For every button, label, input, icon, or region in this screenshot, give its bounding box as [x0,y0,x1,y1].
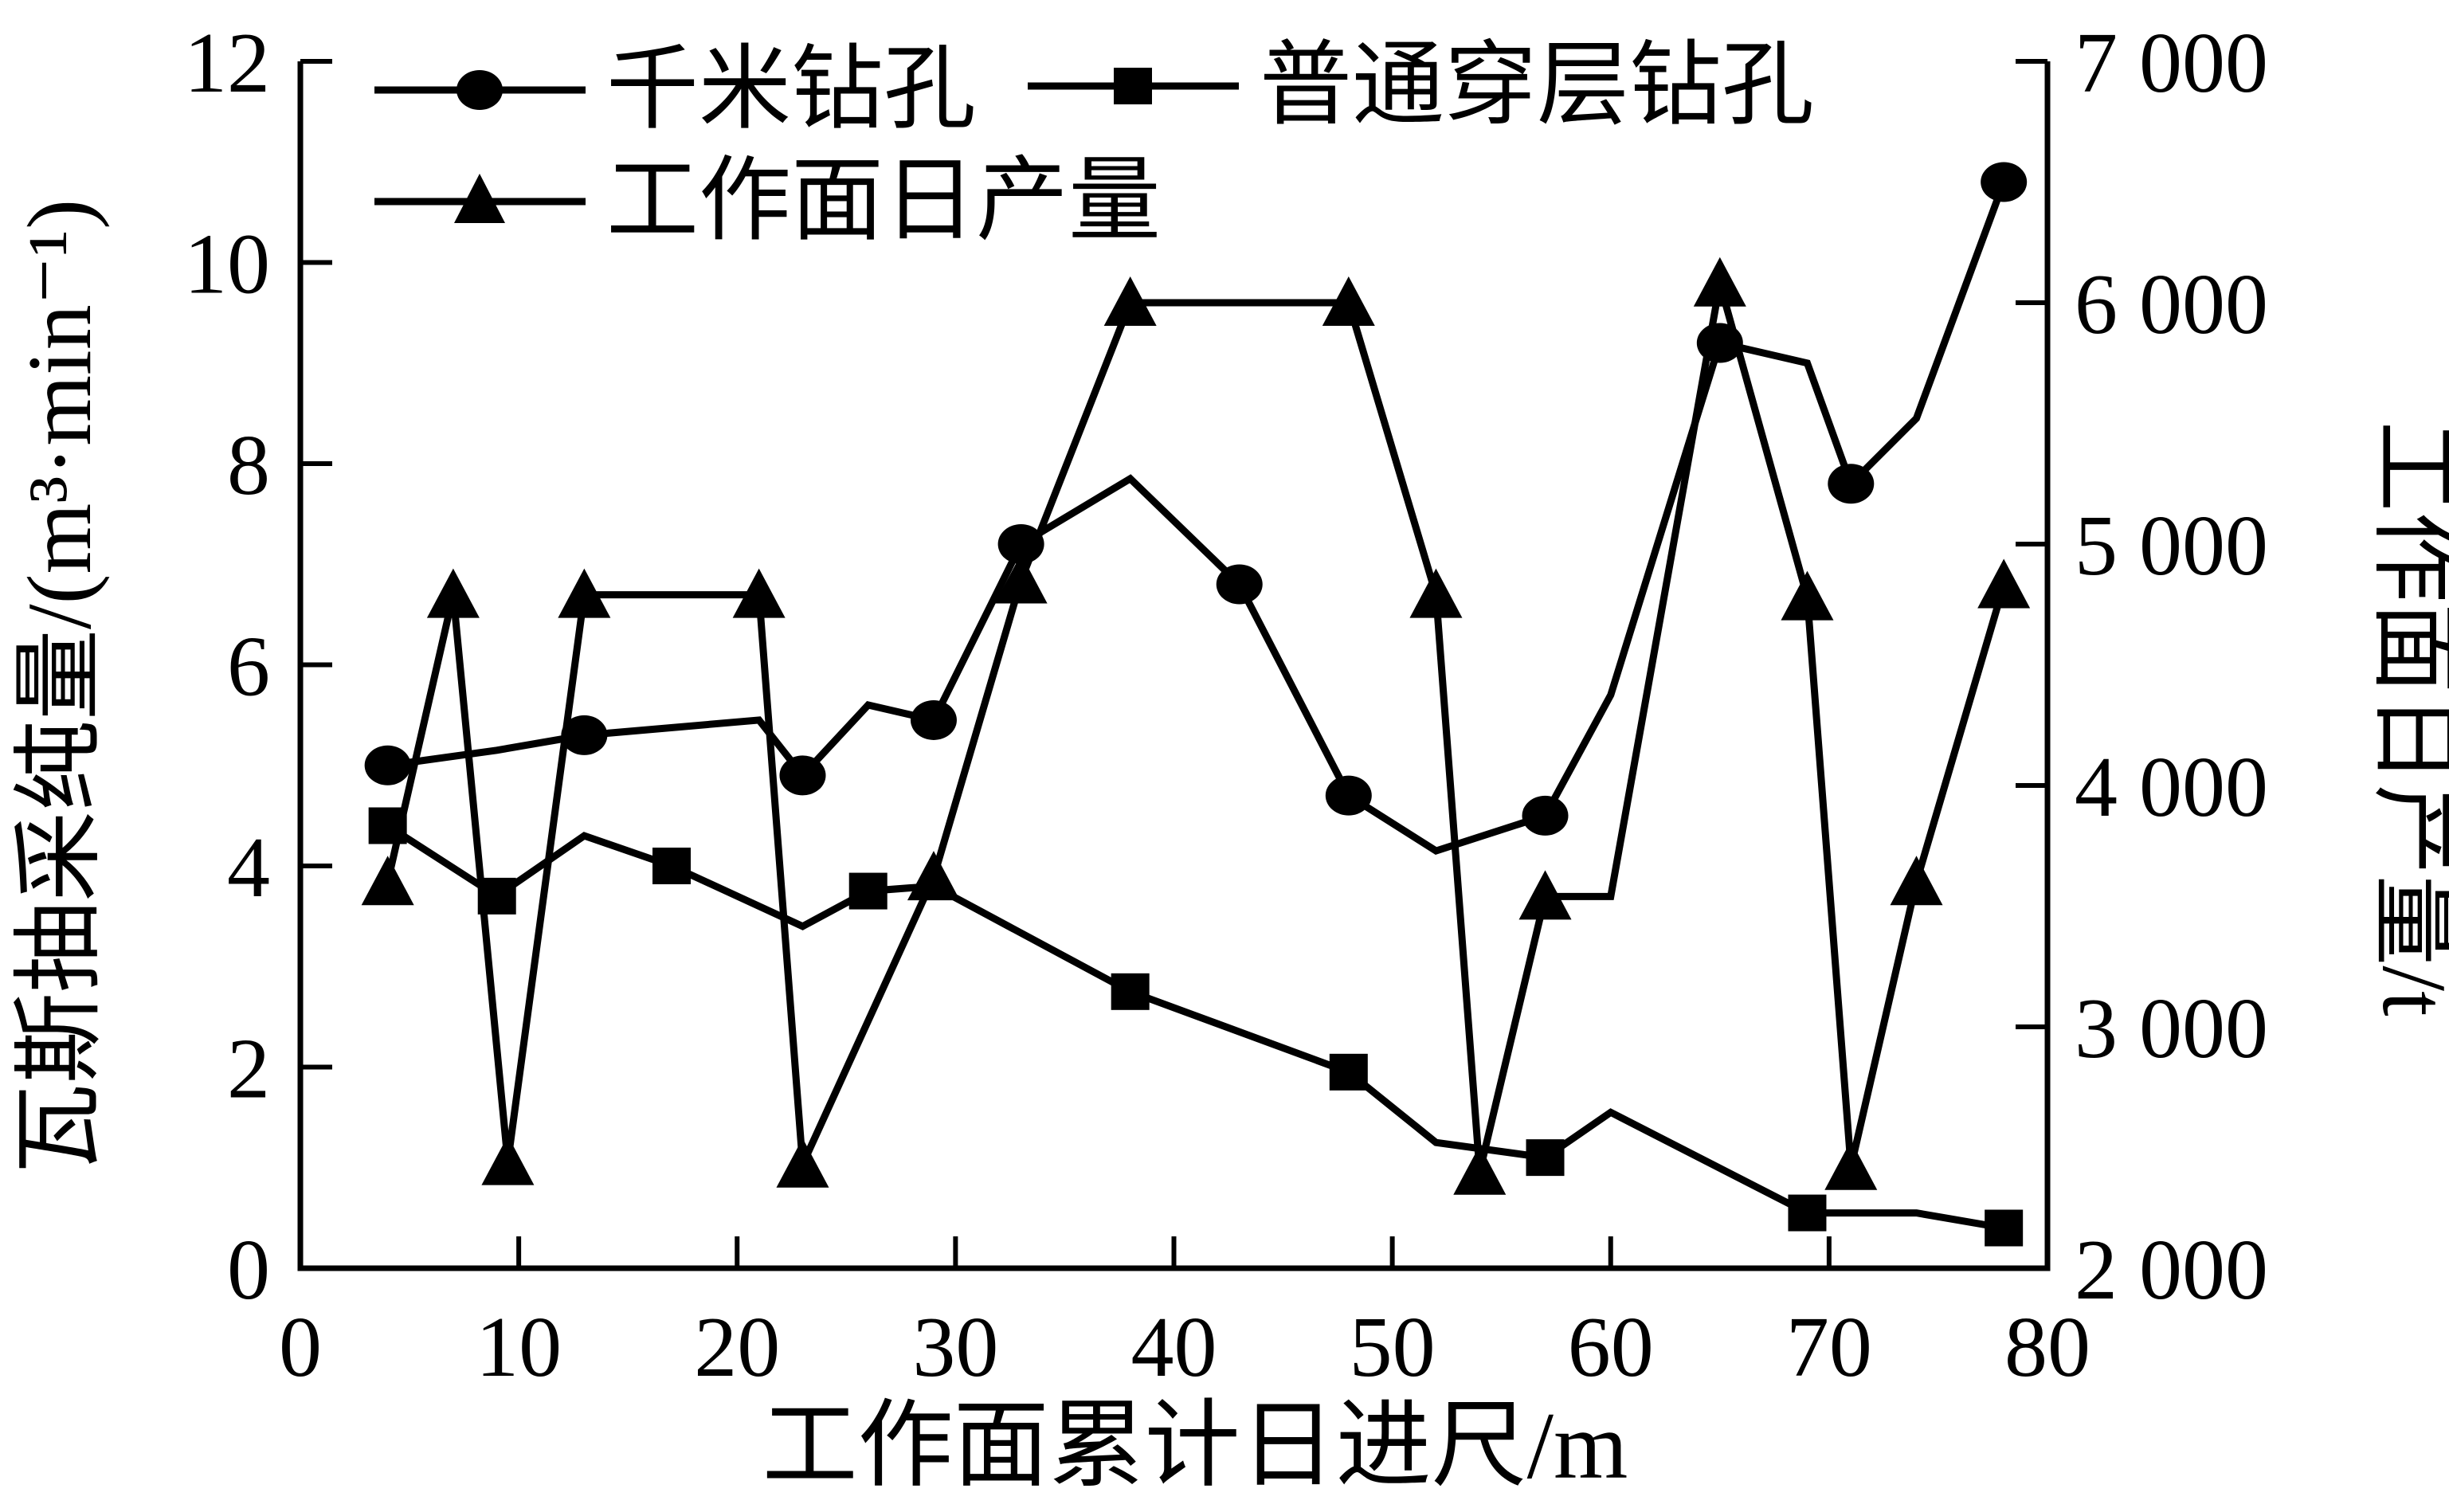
y-axis-left-tick-label: 6 [227,620,270,715]
data-point-triangle [776,1138,829,1188]
legend-label: 工作面日产量 [606,151,1161,253]
series-line-2 [384,282,2008,1173]
x-axis-tick-label: 20 [694,1300,780,1395]
y-axis-right-tick-label: 5 000 [2075,499,2268,593]
y-axis-right-tick-label: 4 000 [2075,740,2268,835]
data-point-square [652,848,692,884]
y-axis-right-tick-label: 7 000 [2075,16,2268,111]
data-point-triangle [1890,856,1943,906]
series-line-1 [386,822,2004,1232]
data-point-circle [779,755,826,796]
data-point-circle [1522,795,1569,836]
data-point-triangle [732,568,786,618]
y-axis-left-tick-label: 8 [227,418,270,513]
data-point-square [1111,973,1150,1010]
data-point-triangle [994,554,1048,604]
data-point-circle [1216,564,1263,605]
data-point-square [1985,1209,2024,1247]
x-axis-tick-label: 30 [912,1300,998,1395]
data-point-triangle [1693,257,1746,307]
data-point-square [1788,1194,1827,1232]
x-axis-tick-label: 70 [1786,1300,1872,1395]
data-point-square [848,872,888,910]
data-point-triangle [1409,568,1463,618]
series-line-0 [386,180,2008,856]
data-point-triangle [907,851,960,901]
x-axis-title: 工作面累计日进尺/m [762,1393,1628,1498]
legend-item-gongzuomian-richanliang: 工作面日产量 [374,155,1161,248]
data-point-triangle [1977,558,2031,609]
data-point-triangle [1518,870,1572,920]
data-point-circle [910,699,957,740]
legend-item-putong-chuanceng-zuankong: 普通穿层钻孔 [1028,40,1814,132]
x-axis-tick-label: 50 [1350,1300,1436,1395]
data-point-circle [1981,162,2028,202]
legend-label: 普通穿层钻孔 [1260,35,1814,137]
data-point-triangle [1453,1145,1507,1195]
data-point-circle [1828,464,1875,504]
y-axis-title-right: 工作面日产量/t [2364,421,2449,1016]
y-axis-left-tick-label: 12 [184,16,270,111]
x-axis-tick-label: 0 [279,1300,322,1395]
y-axis-right-tick-label: 6 000 [2075,257,2268,352]
data-point-triangle [361,856,414,906]
data-point-square [1329,1053,1368,1091]
data-point-triangle [1781,570,1834,621]
x-axis-tick-label: 80 [2004,1300,2090,1395]
x-axis-tick-label: 60 [1568,1300,1654,1395]
y-axis-title-left: 瓦斯抽采纯量/(m³·min⁻¹) [9,198,110,1175]
x-axis-tick-label: 40 [1131,1300,1217,1395]
triangle-marker-icon [374,174,586,223]
data-point-triangle [481,1135,535,1185]
data-point-triangle [1103,276,1157,326]
data-point-square [1526,1139,1565,1177]
circle-marker-icon [374,70,586,110]
square-marker-icon [1028,68,1239,104]
x-axis-tick-label: 10 [476,1300,562,1395]
y-axis-left-tick-label: 0 [227,1223,270,1318]
legend-item-qianmi-zuankong: 千米钻孔 [374,44,976,136]
data-point-circle [1325,775,1372,816]
y-axis-left-tick-label: 2 [227,1022,270,1117]
y-axis-left-tick-label: 10 [184,217,270,312]
data-point-triangle [1824,1140,1878,1190]
legend-label: 千米钻孔 [606,39,976,141]
data-point-triangle [558,568,611,618]
y-axis-right-tick-label: 2 000 [2075,1223,2268,1318]
y-axis-right-tick-label: 3 000 [2075,981,2268,1076]
data-point-triangle [1322,276,1375,326]
y-axis-left-tick-label: 4 [227,821,270,915]
data-point-triangle [426,568,480,618]
data-point-circle [561,715,608,755]
data-point-circle [364,745,411,785]
